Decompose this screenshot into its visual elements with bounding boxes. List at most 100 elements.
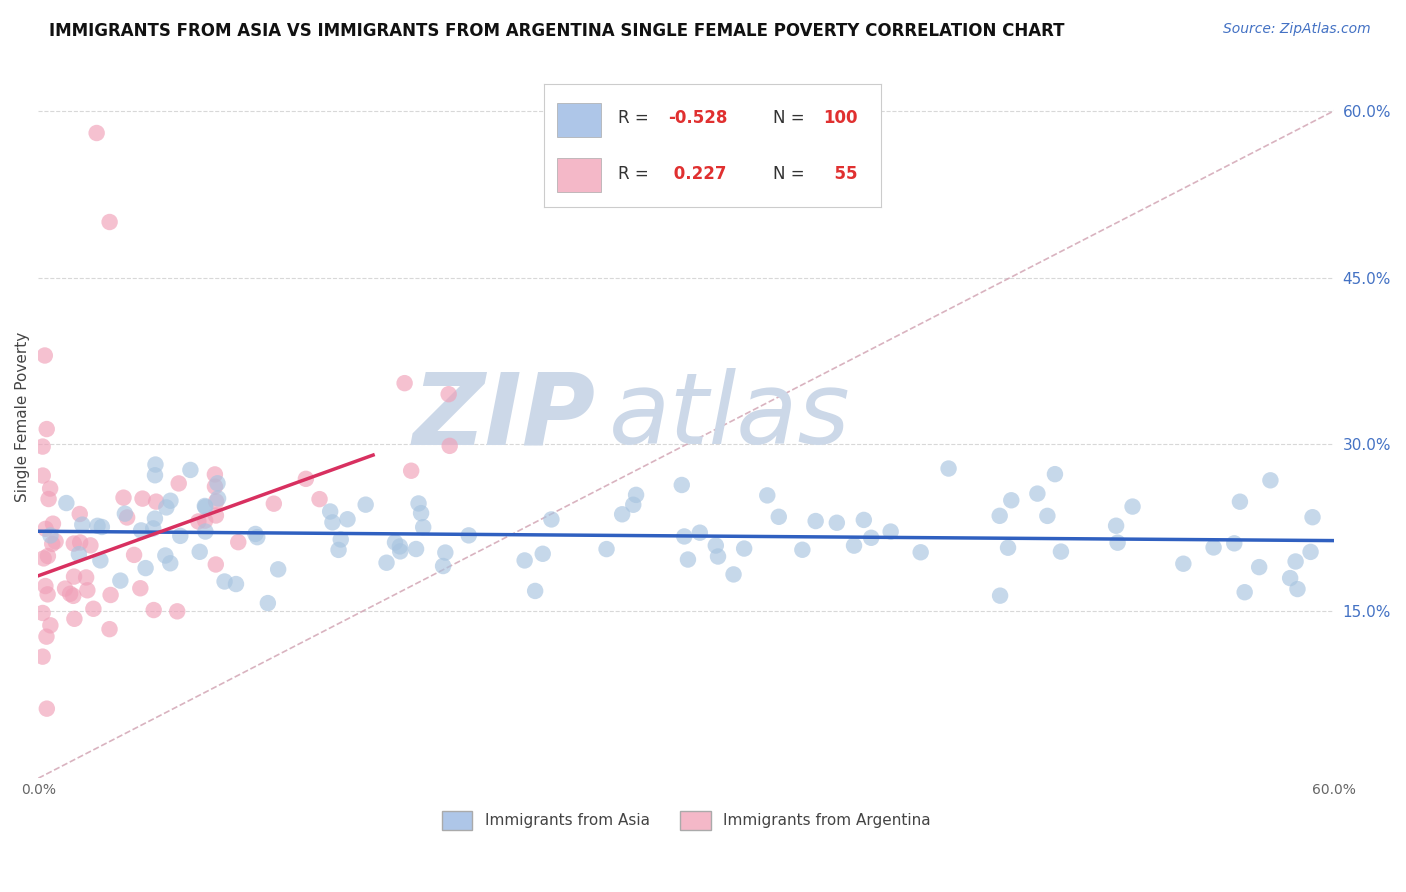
Point: [1279, 571, 1302, 585]
Point: [79, 538, 101, 552]
Point: [409, 506, 432, 520]
Point: [129, 581, 152, 595]
Point: [194, 499, 217, 513]
Point: [42, 516, 65, 531]
Point: [308, 492, 330, 507]
Point: [59, 587, 82, 601]
Point: [1233, 585, 1256, 599]
Point: [89, 553, 111, 567]
Point: [1107, 535, 1129, 549]
Point: [166, 604, 188, 618]
Point: [169, 529, 191, 543]
Point: [75, 570, 97, 584]
Point: [1249, 560, 1271, 574]
Point: [457, 528, 479, 542]
Point: [412, 520, 434, 534]
Point: [879, 524, 901, 539]
Point: [167, 476, 190, 491]
Point: [723, 567, 745, 582]
Point: [194, 514, 217, 528]
Point: [328, 542, 350, 557]
Point: [62, 536, 84, 550]
Point: [37, 587, 59, 601]
Point: [988, 589, 1011, 603]
Legend: Immigrants from Asia, Immigrants from Argentina: Immigrants from Asia, Immigrants from Ar…: [436, 805, 936, 836]
Point: [207, 476, 229, 491]
Point: [595, 542, 617, 557]
Point: [34, 349, 56, 363]
Point: [98, 622, 121, 636]
Point: [1036, 508, 1059, 523]
Point: [399, 464, 422, 478]
Point: [100, 588, 122, 602]
Point: [319, 504, 342, 518]
Y-axis label: Single Female Poverty: Single Female Poverty: [15, 332, 30, 502]
Point: [1202, 541, 1225, 555]
Point: [329, 533, 352, 547]
Point: [245, 527, 267, 541]
Point: [842, 539, 865, 553]
Point: [1026, 486, 1049, 500]
Point: [437, 387, 460, 401]
Point: [34, 522, 56, 536]
Point: [988, 508, 1011, 523]
Point: [792, 542, 814, 557]
Point: [53, 582, 76, 596]
Point: [1229, 494, 1251, 508]
Point: [205, 508, 228, 523]
Point: [69, 535, 91, 549]
Point: [122, 548, 145, 562]
Point: [1105, 518, 1128, 533]
Point: [86, 518, 108, 533]
Point: [31, 440, 53, 454]
Point: [225, 577, 247, 591]
Text: atlas: atlas: [609, 368, 851, 466]
Text: Source: ZipAtlas.com: Source: ZipAtlas.com: [1223, 22, 1371, 37]
Point: [408, 496, 430, 510]
Point: [35, 630, 58, 644]
Point: [612, 508, 634, 522]
Point: [432, 559, 454, 574]
Point: [31, 468, 53, 483]
Point: [143, 511, 166, 525]
Point: [375, 556, 398, 570]
Point: [37, 549, 59, 563]
Point: [39, 528, 62, 542]
Point: [267, 562, 290, 576]
Point: [98, 215, 121, 229]
Point: [187, 515, 209, 529]
Point: [531, 547, 554, 561]
Point: [434, 545, 457, 559]
Point: [704, 539, 727, 553]
Point: [394, 376, 416, 391]
Point: [214, 574, 236, 589]
Point: [804, 514, 827, 528]
Point: [295, 472, 318, 486]
Point: [131, 491, 153, 506]
Point: [188, 545, 211, 559]
Point: [194, 500, 217, 514]
Point: [621, 498, 644, 512]
Point: [115, 510, 138, 524]
Point: [389, 544, 412, 558]
Point: [1260, 473, 1282, 487]
Point: [257, 596, 280, 610]
Point: [689, 525, 711, 540]
Point: [1284, 554, 1306, 568]
Point: [69, 507, 91, 521]
Point: [41, 537, 63, 551]
Point: [388, 540, 411, 554]
Point: [39, 618, 62, 632]
Point: [676, 552, 699, 566]
Point: [938, 461, 960, 475]
Point: [204, 480, 226, 494]
Point: [90, 520, 112, 534]
Point: [910, 545, 932, 559]
Point: [86, 126, 108, 140]
Point: [135, 561, 157, 575]
Point: [1043, 467, 1066, 482]
Point: [155, 500, 177, 515]
Point: [354, 498, 377, 512]
Point: [67, 547, 90, 561]
Point: [32, 551, 55, 566]
